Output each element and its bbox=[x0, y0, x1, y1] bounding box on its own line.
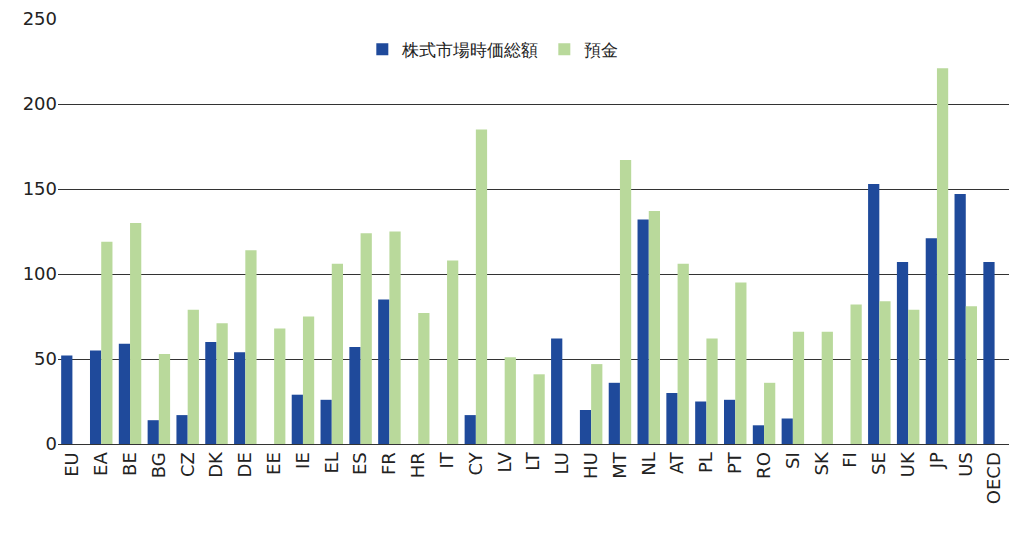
svg-text:LU: LU bbox=[551, 452, 572, 474]
svg-text:HU: HU bbox=[580, 452, 601, 479]
svg-text:IE: IE bbox=[292, 452, 313, 469]
svg-text:SE: SE bbox=[868, 452, 889, 475]
svg-text:AT: AT bbox=[666, 451, 687, 474]
svg-text:JP: JP bbox=[926, 452, 947, 469]
svg-text:FI: FI bbox=[839, 452, 860, 468]
svg-text:MT: MT bbox=[609, 451, 630, 479]
svg-text:LV: LV bbox=[494, 452, 515, 473]
svg-text:PT: PT bbox=[724, 451, 745, 474]
svg-text:150: 150 bbox=[23, 178, 57, 199]
svg-text:HR: HR bbox=[407, 452, 428, 478]
svg-text:CY: CY bbox=[465, 451, 486, 475]
svg-text:100: 100 bbox=[23, 263, 57, 284]
svg-text:預金: 預金 bbox=[584, 40, 618, 60]
svg-text:250: 250 bbox=[23, 8, 57, 29]
svg-text:DK: DK bbox=[205, 451, 226, 478]
svg-text:EA: EA bbox=[90, 452, 111, 476]
svg-text:EU: EU bbox=[61, 452, 82, 477]
svg-text:NL: NL bbox=[638, 452, 659, 476]
svg-text:50: 50 bbox=[34, 348, 57, 369]
svg-text:SI: SI bbox=[782, 452, 803, 469]
svg-text:US: US bbox=[955, 452, 976, 477]
svg-text:IT: IT bbox=[436, 451, 457, 468]
svg-text:ES: ES bbox=[349, 452, 370, 475]
svg-text:株式市場時価総額: 株式市場時価総額 bbox=[401, 40, 538, 60]
svg-text:BE: BE bbox=[119, 452, 140, 476]
svg-text:DE: DE bbox=[234, 452, 255, 477]
svg-text:PL: PL bbox=[695, 452, 716, 473]
svg-text:OECD: OECD bbox=[983, 452, 1004, 504]
svg-text:LT: LT bbox=[522, 451, 543, 471]
svg-text:0: 0 bbox=[46, 433, 57, 454]
svg-text:EL: EL bbox=[321, 452, 342, 473]
svg-text:FR: FR bbox=[378, 452, 399, 475]
svg-text:EE: EE bbox=[263, 452, 284, 475]
svg-text:UK: UK bbox=[897, 451, 918, 477]
svg-text:SK: SK bbox=[811, 451, 832, 475]
svg-text:RO: RO bbox=[753, 452, 774, 479]
svg-text:BG: BG bbox=[148, 452, 169, 478]
svg-text:200: 200 bbox=[23, 93, 57, 114]
svg-text:CZ: CZ bbox=[177, 452, 198, 477]
